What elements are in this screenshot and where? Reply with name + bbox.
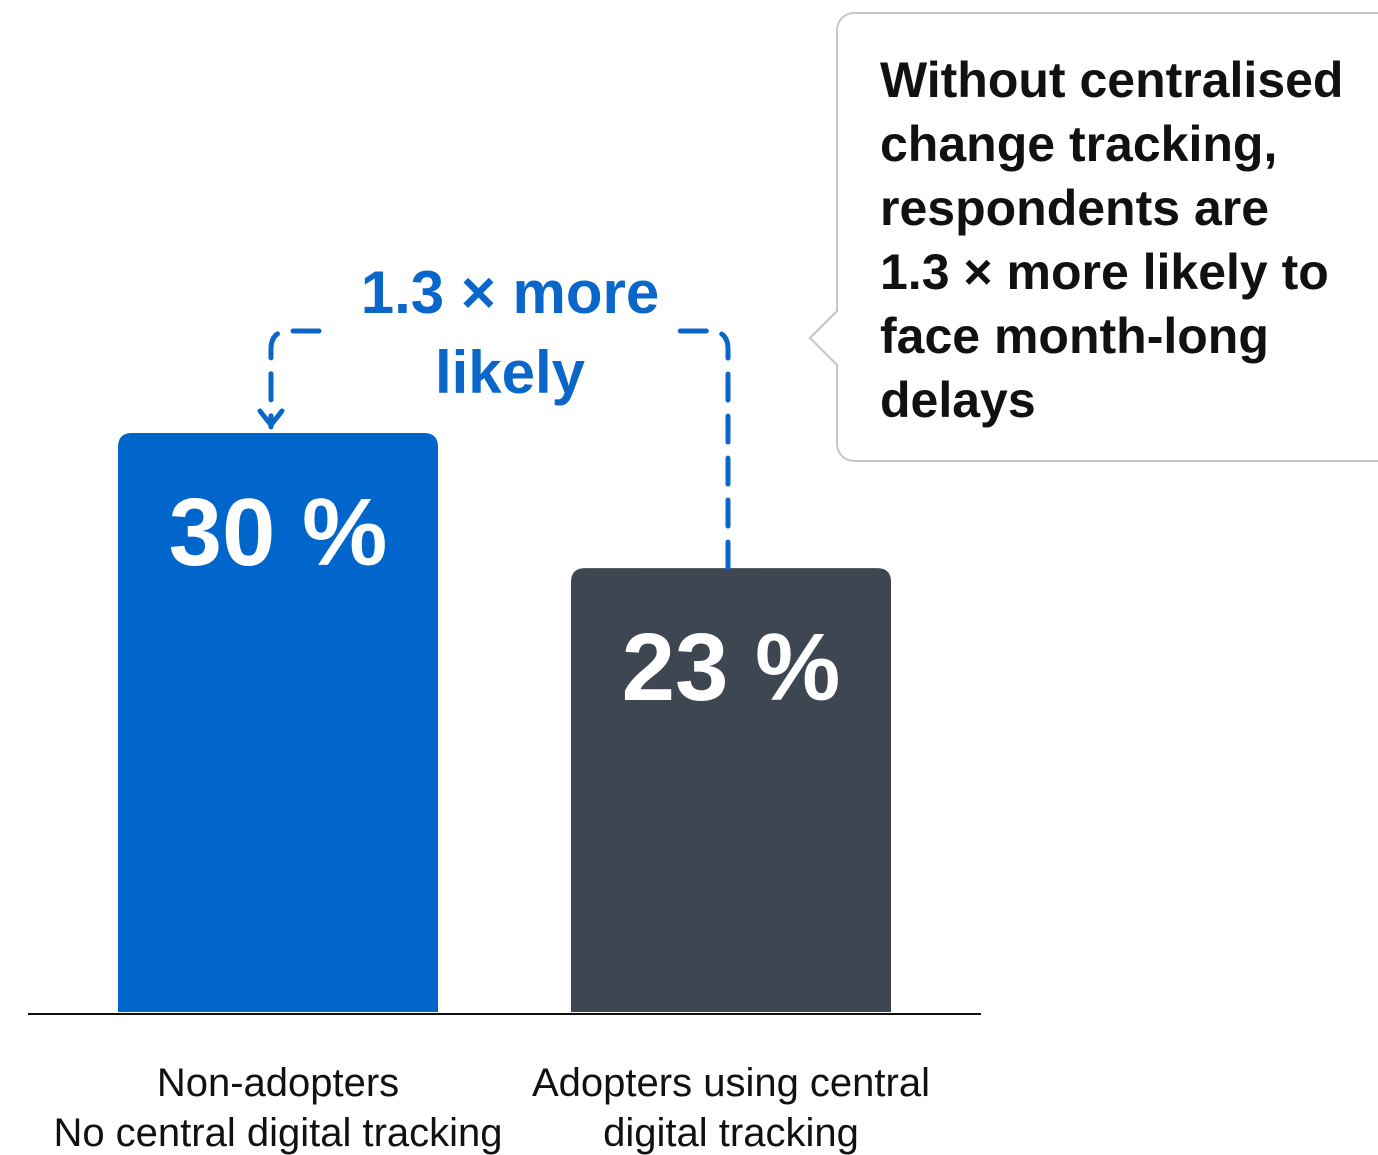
bar-value-label: 30 % (169, 479, 388, 586)
callout-line: 1.3 × more likely to (880, 244, 1329, 300)
annotation-label: 1.3 × more (361, 259, 660, 326)
callout-line: respondents are (880, 180, 1270, 236)
x-tick-label: Non-adopters (157, 1061, 399, 1105)
x-tick-label: Adopters using central (532, 1061, 930, 1105)
callout-pointer (808, 309, 839, 367)
callout-line: Without centralised (880, 52, 1344, 108)
x-tick-label: digital tracking (603, 1111, 859, 1155)
callout-line: face month-long (880, 308, 1269, 364)
comparison-bracket (268, 328, 731, 571)
bar (118, 433, 438, 1012)
callout-text: Without centralised change tracking, res… (880, 48, 1370, 432)
callout-box (836, 12, 1378, 462)
arrowhead-icon (257, 408, 285, 428)
bar-value-label: 23 % (622, 614, 841, 721)
annotation-label: likely (435, 339, 586, 406)
x-tick-label: No central digital tracking (53, 1111, 502, 1155)
bar (571, 568, 891, 1012)
callout-line: delays (880, 372, 1036, 428)
callout-line: change tracking, (880, 116, 1278, 172)
